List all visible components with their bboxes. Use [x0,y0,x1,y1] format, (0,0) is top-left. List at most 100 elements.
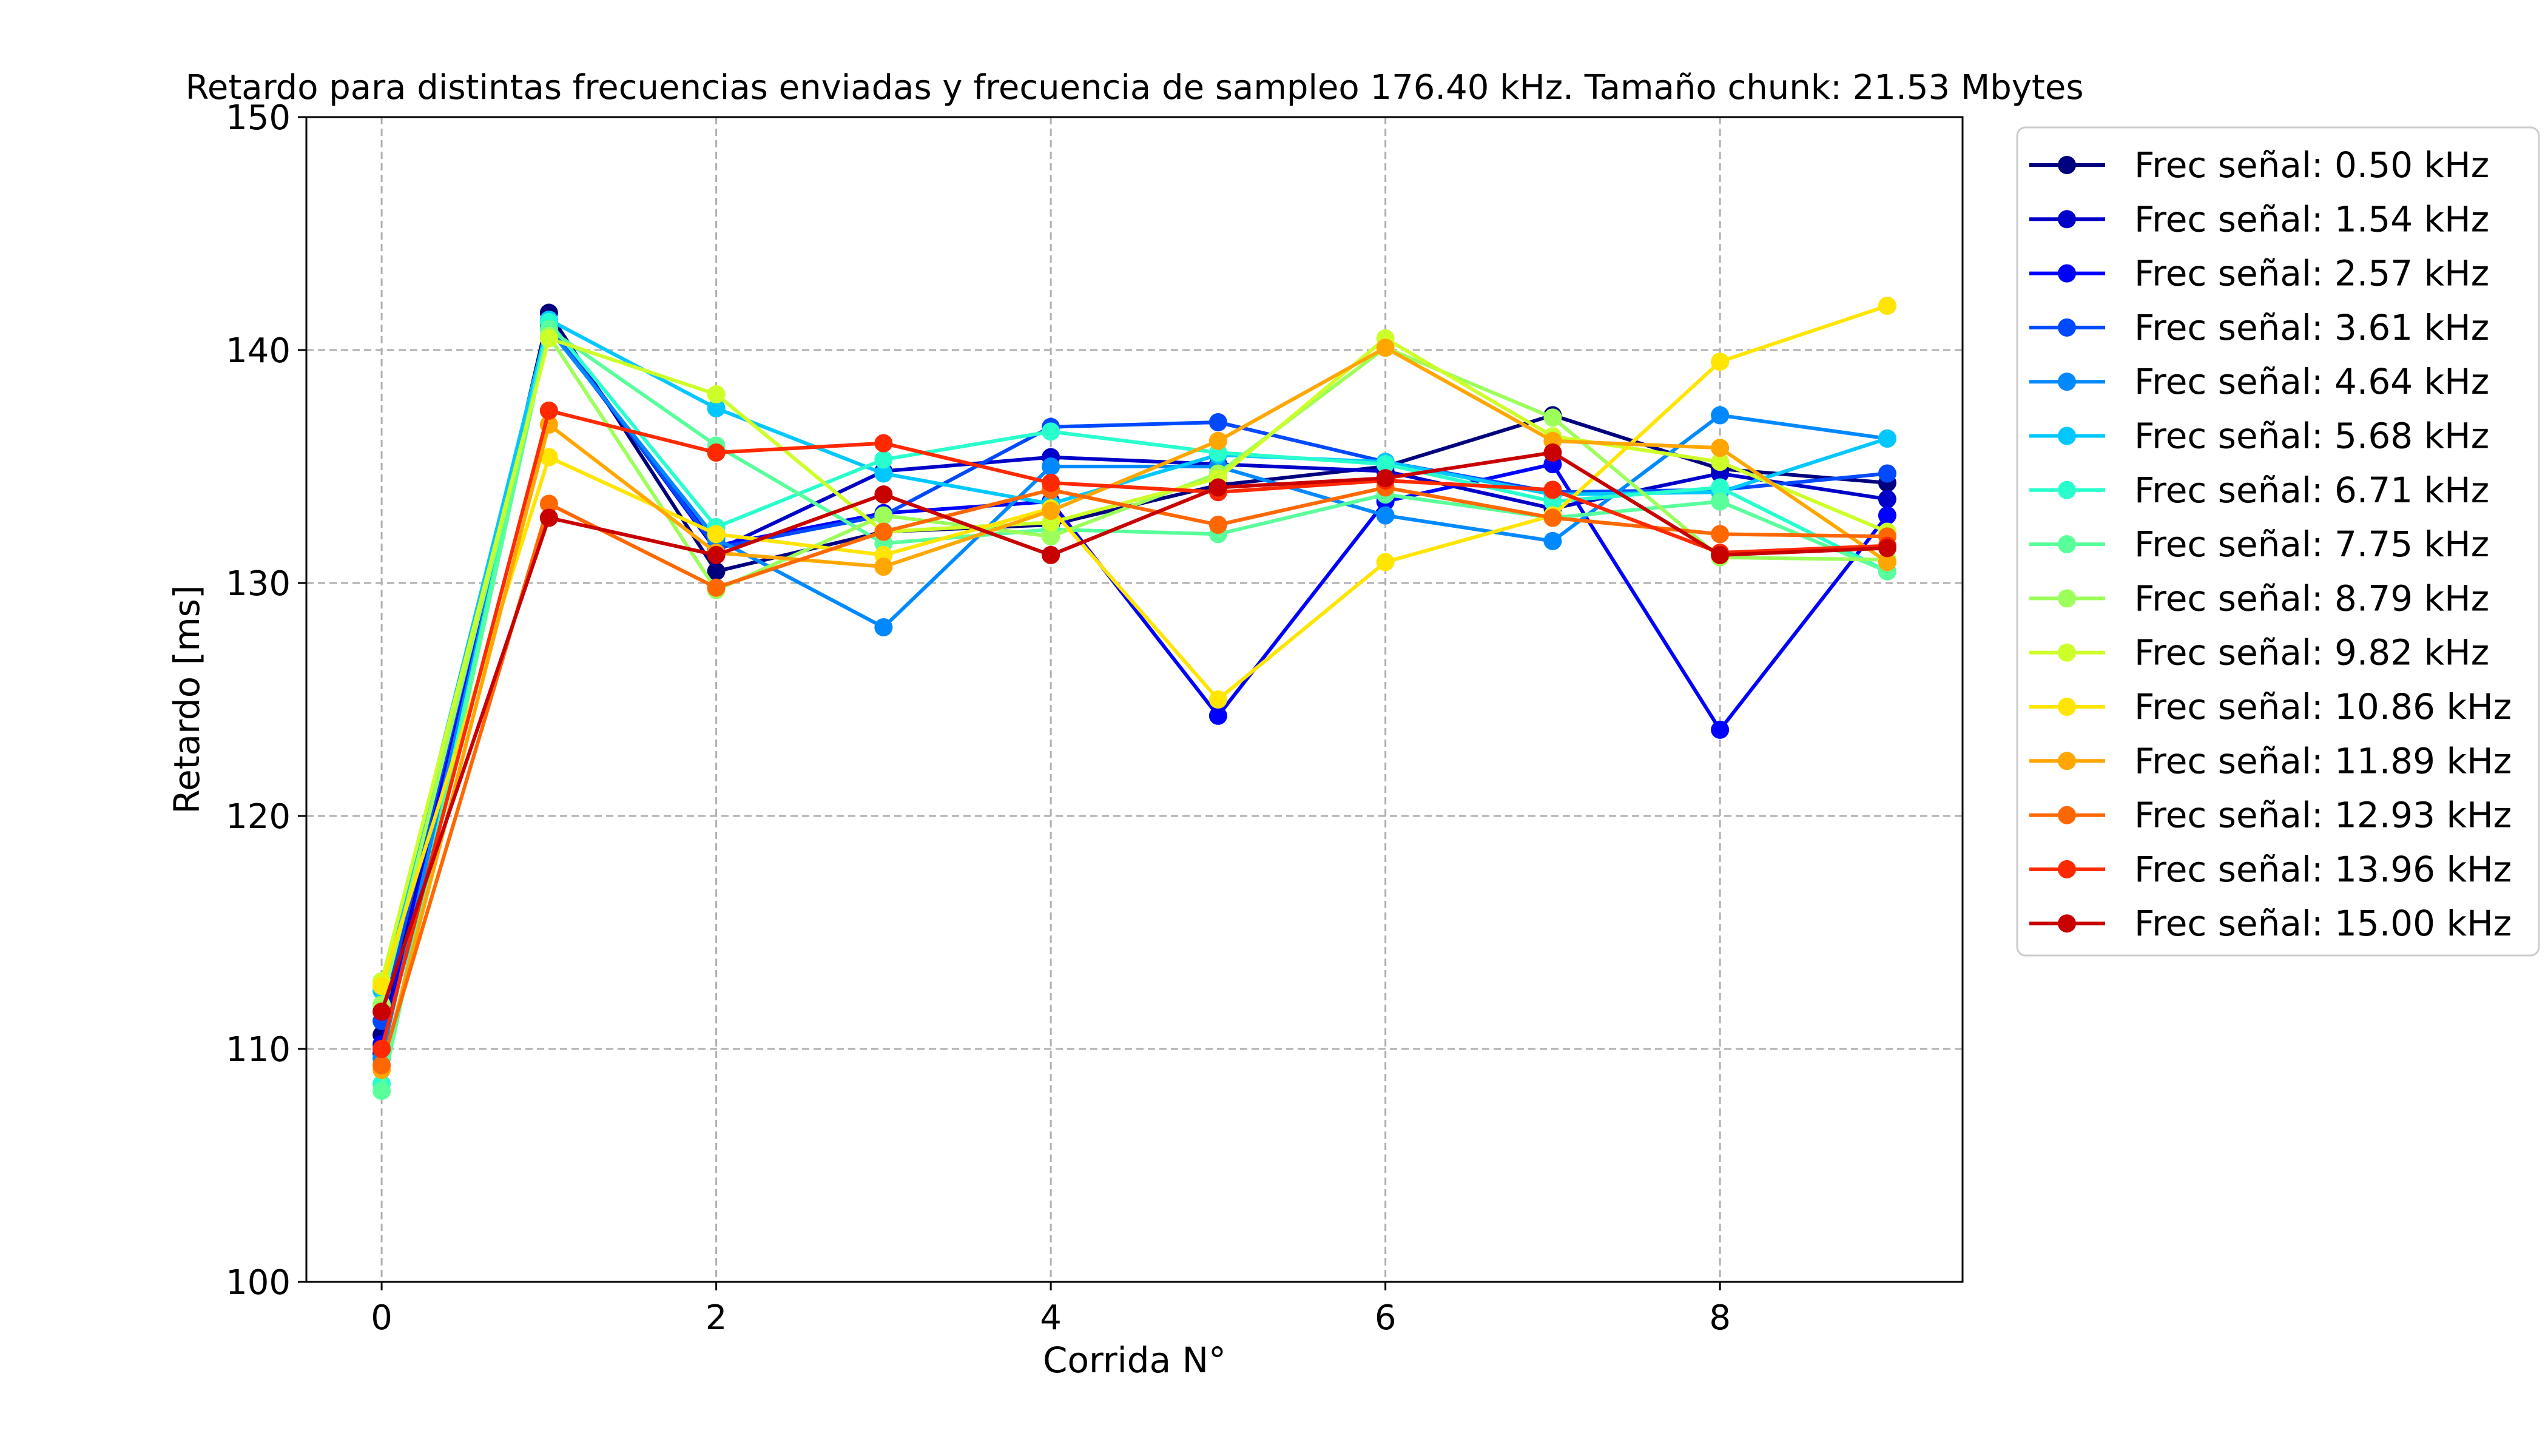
series-line [380,485,1887,1066]
series-7 [372,312,1896,1093]
data-point [1711,478,1730,497]
grid [306,116,1963,1283]
series-line [380,304,1888,987]
legend-label: Frec señal: 9.82 kHz [2134,632,2489,673]
data-point [707,525,726,544]
legend-entry: Frec señal: 10.86 kHz [2029,686,2512,727]
data-point [1376,455,1395,474]
y-axis-label: Retardo [ms] [166,585,207,814]
data-point [1878,553,1896,571]
legend: Frec señal: 0.50 kHz Frec señal: 1.54 kHz… [2016,126,2540,957]
legend-marker [2058,426,2076,445]
series-10 [372,329,1896,991]
data-point [874,434,893,453]
data-point [1711,406,1730,425]
legend-entry: Frec señal: 13.96 kHz [2029,849,2512,890]
legend-label: Frec señal: 15.00 kHz [2134,903,2512,944]
data-point [1376,506,1395,525]
data-point [539,508,558,527]
y-tick-label: 110 [226,1030,291,1070]
data-point [372,1040,391,1058]
data-point [1711,545,1730,564]
data-point [1042,473,1060,492]
legend-label: Frec señal: 2.57 kHz [2134,253,2489,294]
series-8 [372,320,1896,1100]
y-tick-label: 100 [226,1263,291,1303]
legend-entry: Frec señal: 1.54 kHz [2029,198,2489,240]
series-line [380,326,1889,1091]
data-point [874,450,893,469]
series-line [380,317,1888,1054]
legend-marker [2058,264,2076,283]
legend-entry: Frec señal: 11.89 kHz [2029,740,2512,781]
legend-marker [2058,535,2076,554]
data-point [874,464,893,483]
data-point [1543,508,1562,527]
data-point [1042,545,1060,564]
legend-entry: Frec señal: 4.64 kHz [2029,361,2489,402]
y-tick-label: 120 [226,797,291,837]
series-3 [372,317,1896,1054]
data-point [874,506,893,525]
data-point [1208,413,1227,432]
legend-label: Frec señal: 6.71 kHz [2134,470,2489,511]
y-tick-label: 130 [226,564,291,604]
legend-label: Frec señal: 11.89 kHz [2134,740,2512,781]
legend-label: Frec señal: 3.61 kHz [2134,307,2489,348]
data-point [372,1002,391,1021]
chart-title: Retardo para distintas frecuencias envia… [185,68,2083,107]
data-point [1208,706,1227,725]
x-axis-label: Corrida N° [1043,1340,1226,1381]
data-point [539,448,558,467]
y-tick-label: 140 [226,331,291,371]
x-tick-label: 8 [1709,1298,1731,1338]
data-point [1878,464,1896,483]
data-point [539,329,558,348]
series-line [380,408,1888,1050]
data-point [874,618,893,636]
series-plot-area [372,297,1896,1100]
x-tick-label: 2 [706,1298,727,1338]
data-point [1543,443,1562,462]
series-line [380,335,1889,982]
data-point [1208,431,1227,450]
legend-marker [2058,806,2076,824]
x-tick-label: 0 [371,1298,393,1338]
legend-label: Frec señal: 1.54 kHz [2134,198,2489,240]
legend-entry: Frec señal: 15.00 kHz [2029,903,2512,944]
data-point [1543,408,1562,427]
data-point [372,1056,391,1074]
data-point [1711,720,1730,739]
data-point [1878,539,1896,558]
data-point [1711,492,1730,511]
legend-marker [2058,643,2076,662]
legend-entry: Frec señal: 3.61 kHz [2029,307,2489,348]
legend-marker [2058,698,2076,716]
y-axis-ticks: 100 110 120 130 140 150 [226,98,306,1303]
legend-marker [2058,589,2076,608]
series-line [380,450,1888,1013]
data-point [539,494,558,513]
data-point [874,485,893,504]
data-point [1208,690,1227,709]
x-tick-label: 4 [1040,1298,1062,1338]
data-point [1711,352,1730,371]
data-point [1878,490,1896,508]
legend-entry: Frec señal: 6.71 kHz [2029,470,2489,511]
legend-entry: Frec señal: 2.57 kHz [2029,253,2489,294]
data-point [707,385,726,403]
legend-marker [2058,752,2076,770]
legend-label: Frec señal: 7.75 kHz [2134,524,2489,565]
data-point [1543,480,1562,499]
data-point [707,399,726,417]
data-point [707,545,726,564]
data-point [1711,453,1730,471]
series-9 [372,326,1896,1014]
legend-entry: Frec señal: 9.82 kHz [2029,632,2489,673]
data-point [1208,516,1227,534]
legend-marker [2058,156,2076,174]
legend-box [2016,126,2540,957]
data-point [372,1082,391,1100]
data-point [707,443,726,462]
